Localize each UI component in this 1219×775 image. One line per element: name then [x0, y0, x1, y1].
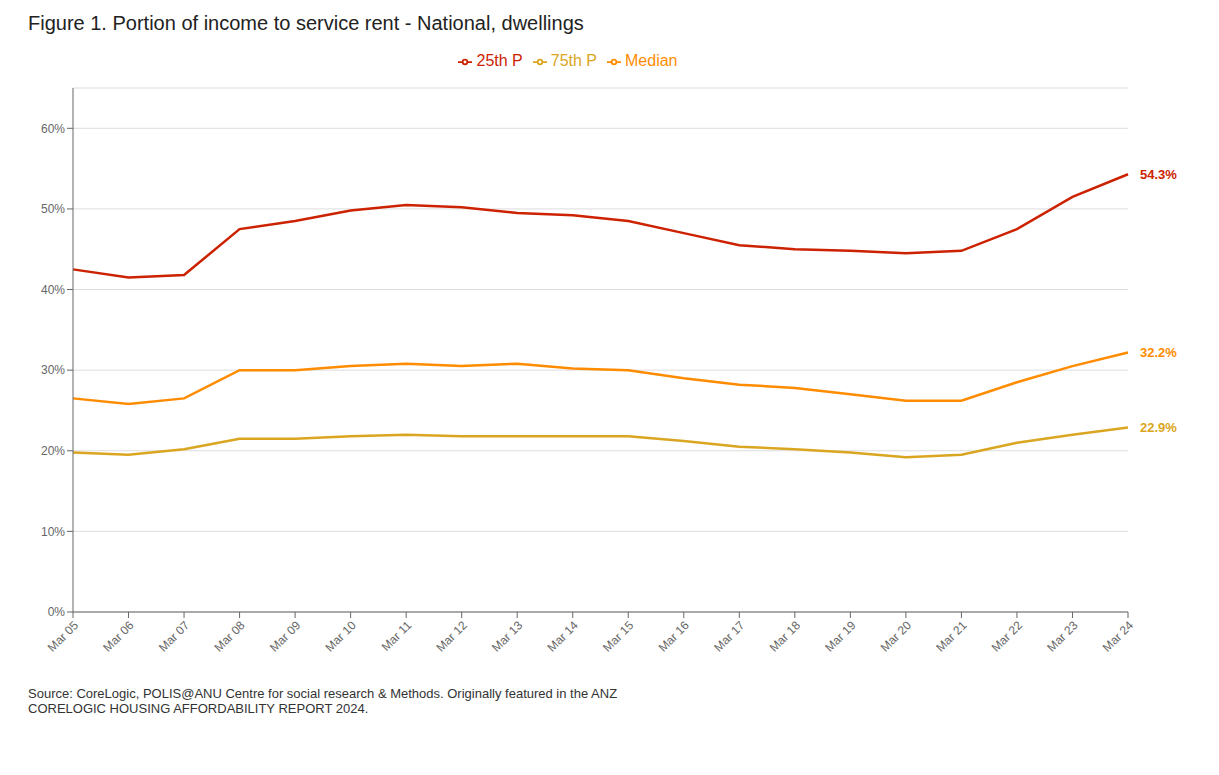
svg-text:Mar 06: Mar 06: [100, 618, 137, 655]
svg-text:0%: 0%: [48, 605, 66, 619]
svg-text:Mar 09: Mar 09: [267, 618, 304, 655]
svg-text:32.2%: 32.2%: [1140, 345, 1177, 360]
svg-text:50%: 50%: [41, 202, 65, 216]
svg-text:Mar 14: Mar 14: [545, 618, 582, 655]
svg-text:Mar 10: Mar 10: [322, 618, 359, 655]
svg-text:Mar 08: Mar 08: [211, 618, 248, 655]
html-text:Median: Median: [625, 52, 678, 69]
svg-text:Mar 05: Mar 05: [45, 618, 82, 655]
html-text:25th P: 25th P: [476, 52, 523, 69]
svg-text:40%: 40%: [41, 283, 65, 297]
svg-text:54.3%: 54.3%: [1140, 167, 1177, 182]
svg-text:Mar 19: Mar 19: [822, 618, 859, 655]
html-text:Source: CoreLogic, POLIS@ANU C: Source: CoreLogic, POLIS@ANU Centre for …: [28, 686, 618, 716]
svg-text:Mar 11: Mar 11: [379, 618, 415, 654]
svg-text:30%: 30%: [41, 363, 65, 377]
svg-text:Mar 15: Mar 15: [600, 618, 637, 655]
svg-text:10%: 10%: [41, 525, 65, 539]
svg-text:Mar 24: Mar 24: [1100, 618, 1137, 655]
svg-text:Mar 12: Mar 12: [434, 618, 471, 655]
svg-text:Mar 13: Mar 13: [489, 618, 526, 655]
svg-text:20%: 20%: [41, 444, 65, 458]
svg-text:Mar 07: Mar 07: [156, 618, 193, 655]
svg-text:22.9%: 22.9%: [1140, 420, 1177, 435]
html-text:Figure 1. Portion of income to: Figure 1. Portion of income to service r…: [28, 12, 584, 34]
svg-text:Mar 20: Mar 20: [878, 618, 915, 655]
svg-text:Mar 21: Mar 21: [933, 618, 970, 655]
html-text:75th P: 75th P: [550, 52, 597, 69]
svg-text:Mar 16: Mar 16: [656, 618, 693, 655]
svg-text:Mar 17: Mar 17: [711, 618, 748, 655]
svg-text:Mar 18: Mar 18: [767, 618, 804, 655]
svg-text:Mar 23: Mar 23: [1044, 618, 1081, 655]
svg-text:Mar 22: Mar 22: [989, 618, 1026, 655]
svg-text:60%: 60%: [41, 122, 65, 136]
